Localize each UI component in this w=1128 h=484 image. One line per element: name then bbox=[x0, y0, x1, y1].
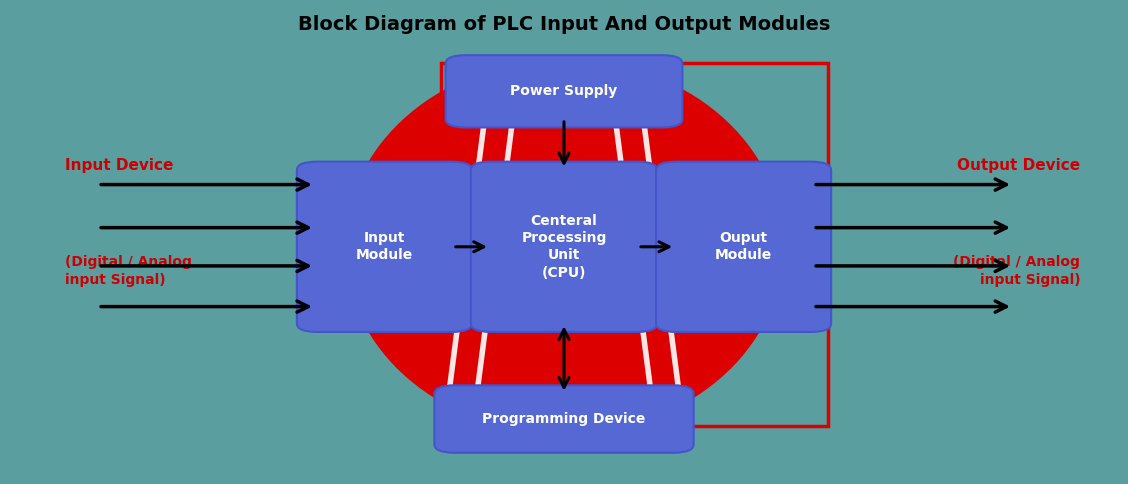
Text: (Digital / Analog
input Signal): (Digital / Analog input Signal) bbox=[953, 255, 1081, 287]
Text: Power Supply: Power Supply bbox=[510, 84, 618, 98]
FancyBboxPatch shape bbox=[434, 385, 694, 453]
Text: Programming Device: Programming Device bbox=[483, 412, 645, 426]
Text: Centeral
Processing
Unit
(CPU): Centeral Processing Unit (CPU) bbox=[521, 214, 607, 280]
Text: Input Device: Input Device bbox=[64, 158, 173, 173]
Text: (Digital / Analog
input Signal): (Digital / Analog input Signal) bbox=[64, 255, 192, 287]
Text: Output Device: Output Device bbox=[958, 158, 1081, 173]
FancyBboxPatch shape bbox=[470, 162, 658, 332]
FancyBboxPatch shape bbox=[656, 162, 831, 332]
Text: Ouput
Module: Ouput Module bbox=[715, 231, 773, 262]
Ellipse shape bbox=[345, 60, 783, 433]
FancyBboxPatch shape bbox=[297, 162, 472, 332]
Text: Input
Module: Input Module bbox=[355, 231, 413, 262]
FancyBboxPatch shape bbox=[446, 55, 682, 127]
Text: Block Diagram of PLC Input And Output Modules: Block Diagram of PLC Input And Output Mo… bbox=[298, 15, 830, 34]
